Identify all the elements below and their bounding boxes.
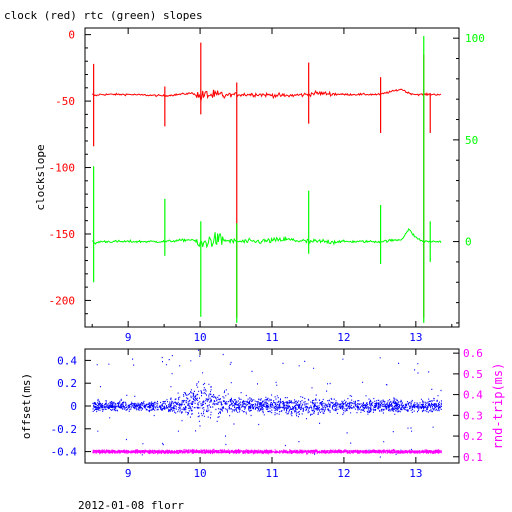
top-x-tick-label-3: 12: [337, 331, 350, 344]
bottom-right-tick-label-0: 0.6: [463, 347, 483, 360]
series-line-clock: [91, 88, 442, 103]
top-right-tick-label-2: 0: [465, 236, 472, 249]
bottom-x-tick-label-1: 10: [193, 467, 206, 480]
bottom-left-tick-label-3: -0.2: [51, 423, 78, 436]
top-x-tick-label-1: 10: [193, 331, 206, 344]
bottom-right-tick-label-5: 0.1: [463, 451, 483, 464]
top-left-tick-label-1: -50: [55, 95, 75, 108]
top-x-tick-label-2: 11: [265, 331, 278, 344]
footer-label: 2012-01-08 florr: [78, 499, 184, 512]
bottom-right-axis-label: rnd-trip(ms): [491, 363, 505, 450]
bottom-x-tick-label-4: 13: [409, 467, 422, 480]
series-line-rtc: [92, 228, 442, 249]
chart-title: clock (red) rtc (green) slopes: [4, 9, 203, 22]
bottom-offset-plot: 0.4 0.2 0 -0.2 -0.4 0.6 0.5 0.4 0.3 0.2 0.1 9 10 11 12…: [20, 347, 505, 480]
bottom-x-tick-label-3: 12: [337, 467, 350, 480]
bottom-left-tick-label-0: 0.4: [57, 354, 77, 367]
bottom-left-tick-label-4: -0.4: [51, 446, 78, 459]
top-right-tick-label-0: 100: [465, 32, 485, 45]
top-left-tick-label-3: -150: [49, 228, 76, 241]
bottom-x-tick-label-0: 9: [125, 467, 132, 480]
top-x-tick-label-0: 9: [125, 331, 132, 344]
bottom-x-tick-label-2: 11: [265, 467, 278, 480]
bottom-left-tick-label-2: 0: [70, 400, 77, 413]
scatter-points-offset: [92, 349, 442, 458]
top-left-tick-label-2: -100: [49, 162, 76, 175]
top-right-tick-label-1: 50: [465, 134, 478, 147]
bottom-right-tick-label-4: 0.2: [463, 430, 483, 443]
bottom-right-tick-label-2: 0.4: [463, 389, 483, 402]
top-y-axis-label: clockslope: [34, 144, 47, 210]
bottom-right-tick-label-1: 0.5: [463, 368, 483, 381]
bottom-left-tick-label-1: 0.2: [57, 377, 77, 390]
bottom-right-tick-label-3: 0.3: [463, 409, 483, 422]
top-x-tick-label-4: 13: [409, 331, 422, 344]
top-left-tick-label-0: 0: [68, 29, 75, 42]
top-slope-plot: 0 -50 -100 -150 -200 100 50 0 9 10 11 12 13 clockslop…: [34, 27, 485, 344]
top-plot-frame: [84, 27, 460, 328]
bottom-left-axis-label: offset(ms): [20, 373, 33, 439]
top-left-tick-label-4: -200: [49, 294, 76, 307]
scatter-points-rnd-trip: [92, 448, 442, 455]
